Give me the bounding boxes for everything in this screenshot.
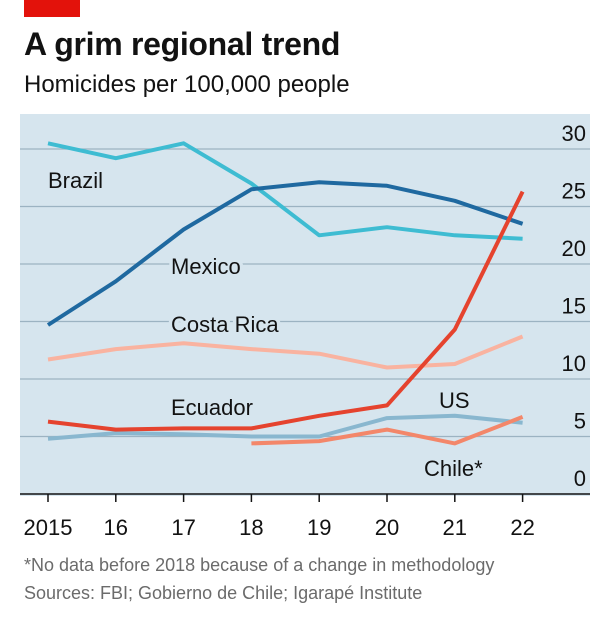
chart-title: A grim regional trend xyxy=(24,26,341,62)
series-line-costa-rica xyxy=(47,334,524,370)
x-tick-label: 19 xyxy=(307,515,331,540)
x-tick-label: 17 xyxy=(171,515,195,540)
x-tick-label: 18 xyxy=(239,515,263,540)
x-tick-label: 2015 xyxy=(24,515,73,540)
series-line-chile xyxy=(251,415,524,446)
series-label-us: US xyxy=(439,388,470,413)
chart-subtitle: Homicides per 100,000 people xyxy=(24,71,350,98)
series-line-brazil xyxy=(47,141,523,241)
chart-area: 0 5 10 15 20 25 30 2015 16 17 18 19 20 21 22 Brazil Mexi… xyxy=(0,114,608,546)
series-line-ecuador xyxy=(47,190,525,432)
y-tick-label: 5 xyxy=(574,409,586,434)
y-tick-label: 30 xyxy=(562,121,586,146)
x-tick-label: 20 xyxy=(375,515,399,540)
y-tick-label: 10 xyxy=(562,351,586,376)
sources-note: Sources: FBI; Gobierno de Chile; Igarapé… xyxy=(24,583,423,603)
brand-red-tag xyxy=(24,0,80,17)
y-tick-label: 15 xyxy=(562,294,586,319)
plot-background xyxy=(20,114,590,496)
series-label-costa-rica: Costa Rica xyxy=(171,312,279,337)
x-tick-label: 22 xyxy=(510,515,534,540)
x-tick-label: 21 xyxy=(443,515,467,540)
series-line-mexico xyxy=(46,180,524,327)
methodology-note: *No data before 2018 because of a change… xyxy=(24,555,495,575)
x-tick-label: 16 xyxy=(104,515,128,540)
y-tick-label: 0 xyxy=(574,466,586,491)
line-chart: 0 5 10 15 20 25 30 2015 16 17 18 19 20 21 22 Brazil Mexi… xyxy=(20,114,590,540)
y-tick-label: 25 xyxy=(562,179,586,204)
series-label-chile: Chile* xyxy=(424,456,483,481)
series-label-mexico: Mexico xyxy=(171,254,241,279)
series-label-ecuador: Ecuador xyxy=(171,395,253,420)
series-label-brazil: Brazil xyxy=(48,168,103,193)
series-line-us xyxy=(47,413,523,441)
y-tick-label: 20 xyxy=(562,236,586,261)
